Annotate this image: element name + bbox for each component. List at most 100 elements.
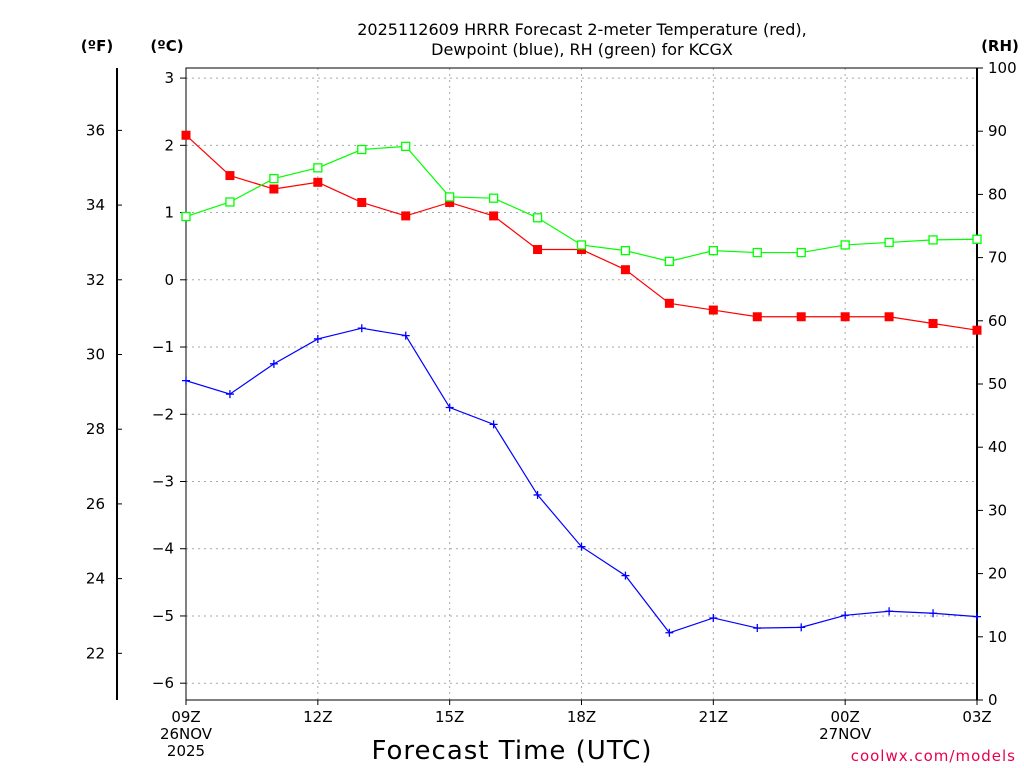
data-point [576,240,587,250]
series-line [185,327,978,634]
data-point [269,359,278,368]
c-tick-label: −5 [152,607,174,625]
rh-tick-label: 20 [988,565,1007,583]
x-axis-label: Forecast Time (UTC) [371,736,652,766]
data-point [401,211,411,221]
data-point [357,144,367,155]
plot-frame [185,67,978,701]
data-point [313,177,323,187]
rh-tick-label: 0 [988,691,998,709]
data-point [225,171,235,181]
f-tick-label: 24 [86,570,105,588]
fahrenheit-unit-label: (ºF) [81,37,113,55]
data-point [488,193,499,203]
data-point [182,376,190,385]
data-point [709,613,718,622]
data-point [577,542,586,551]
c-tick-label: −2 [152,405,174,423]
data-point [840,312,850,322]
gridlines [185,68,978,700]
data-point [928,235,938,245]
data-point [489,211,499,221]
f-tick-label: 26 [86,495,105,513]
chart-title-line1: 2025112609 HRRR Forecast 2-meter Tempera… [357,20,807,39]
data-point [225,390,234,399]
data-point [445,403,454,412]
rh-unit-label: (RH) [981,37,1019,55]
rh-tick-label: 90 [988,122,1007,140]
c-tick-label: −4 [152,540,174,558]
rh-tick-label: 60 [988,312,1007,330]
data-point [752,247,762,258]
c-tick-label: −3 [152,472,174,490]
c-tick-label: 1 [164,204,174,222]
series-rh [181,141,982,267]
series-dewpoint [182,324,981,637]
f-tick-label: 30 [86,345,105,363]
data-series [181,130,982,637]
x-tick-label: 18Z [567,708,596,726]
data-point [533,245,543,255]
data-point [796,312,806,322]
data-point [752,312,762,322]
rh-tick-label: 10 [988,628,1007,646]
data-point [796,247,806,258]
celsius-axis: 3 2 1 0 −1 −2 −3 −4 −5 −6 [152,69,186,692]
data-point [884,312,894,322]
x-tick-label: 00Z [830,708,859,726]
data-point [840,240,850,250]
data-point [401,141,411,152]
rh-tick-label: 100 [988,59,1017,77]
data-point [884,237,894,248]
rh-tick-label: 30 [988,501,1007,519]
x-tick-date: 27NOV [819,725,872,743]
data-point [269,173,279,184]
x-tick-label: 21Z [699,708,728,726]
data-point [313,163,323,173]
f-tick-label: 22 [86,644,105,662]
f-tick-label: 32 [86,271,105,289]
data-point [489,420,498,429]
x-tick-label: 12Z [303,708,332,726]
c-tick-label: 3 [164,69,174,87]
x-tick-label: 15Z [435,708,464,726]
data-point [357,324,366,333]
credit-link[interactable]: coolwx.com/models [851,747,1016,765]
c-tick-label: −6 [152,674,174,692]
data-point [664,298,674,308]
data-point [929,609,938,618]
data-point [664,256,675,267]
c-tick-label: 2 [164,136,174,154]
data-point [665,628,674,637]
chart-title-line2: Dewpoint (blue), RH (green) for KCGX [431,40,733,59]
data-point [225,197,235,207]
data-point [753,624,762,633]
fahrenheit-axis: 36 34 32 30 28 26 24 22 [86,121,122,662]
data-point [972,325,982,335]
data-point [841,611,850,620]
f-tick-label: 28 [86,420,105,438]
data-point [357,197,367,207]
x-tick-date: 26NOV [160,725,213,743]
rh-tick-label: 70 [988,249,1007,267]
data-point [797,623,806,632]
data-point [885,607,894,616]
data-point [708,305,718,315]
c-tick-label: 0 [164,271,174,289]
c-tick-label: −1 [152,338,174,356]
data-point [621,571,630,580]
f-tick-label: 34 [86,196,105,214]
data-point [181,130,191,140]
x-tick-label: 03Z [962,708,991,726]
rh-tick-label: 80 [988,185,1007,203]
axes [116,67,978,701]
data-point [973,612,981,621]
data-point [445,192,455,202]
data-point [401,331,410,340]
data-point [313,334,322,343]
x-tick-label: 09Z [171,708,200,726]
data-point [532,213,543,223]
data-point [708,245,718,256]
